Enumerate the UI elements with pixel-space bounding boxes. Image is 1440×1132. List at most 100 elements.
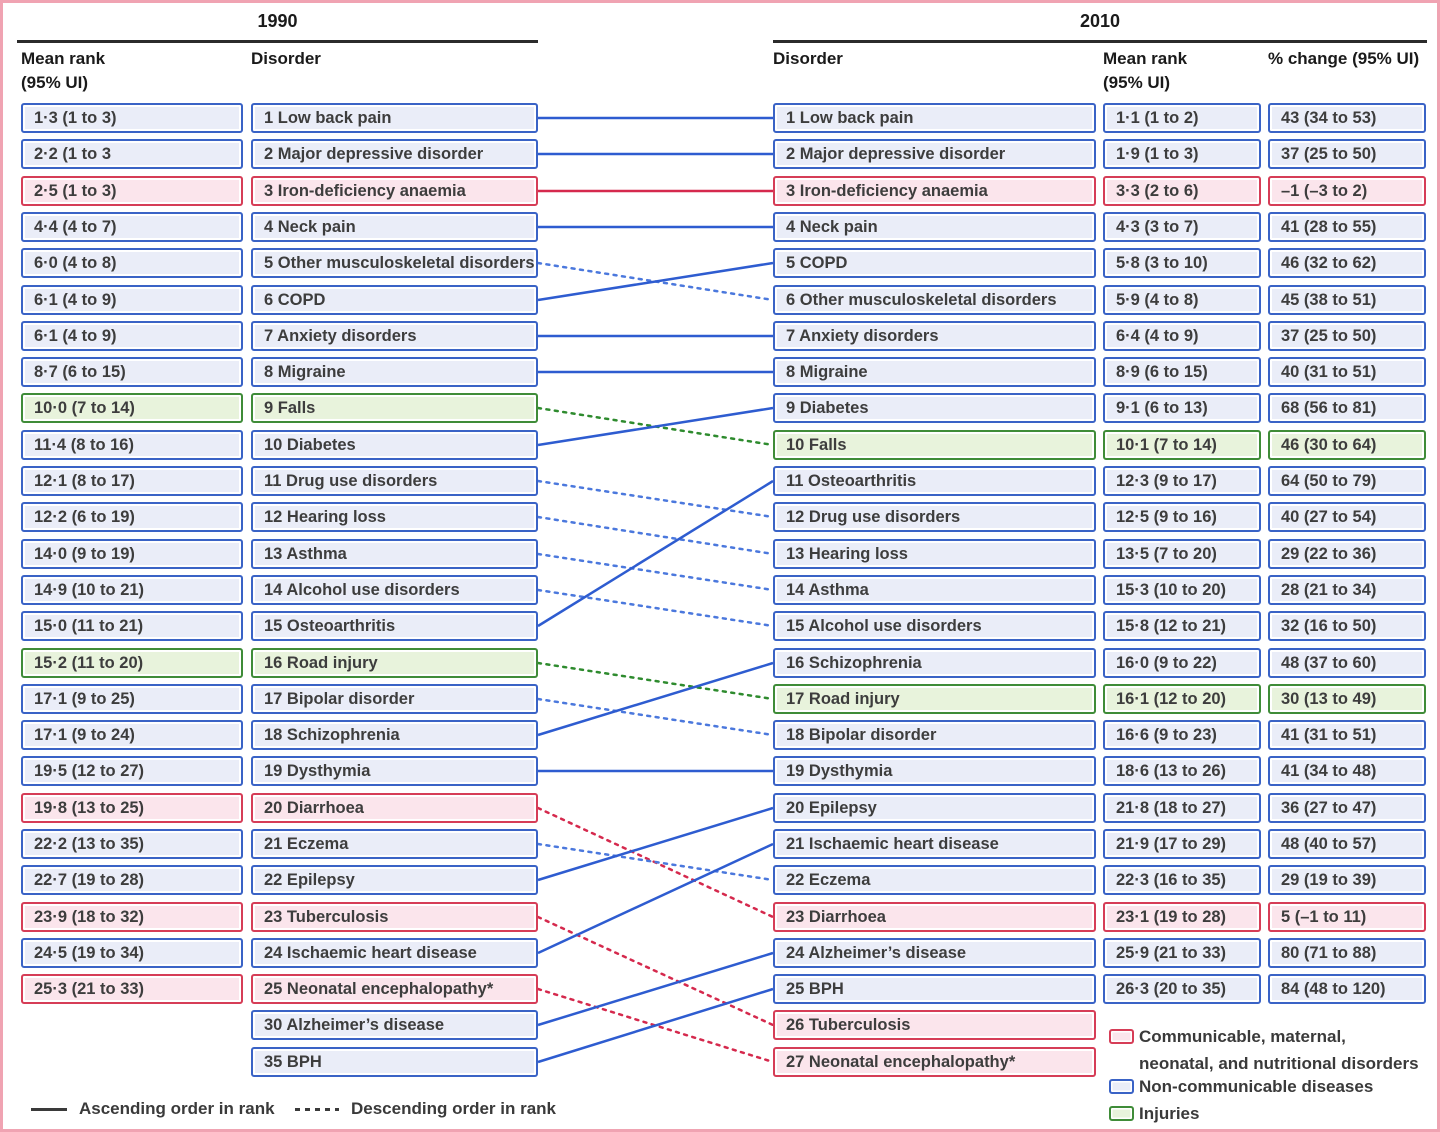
mean-rank-box-2010: 5·8 (3 to 10)	[1103, 248, 1261, 278]
rank-link-21-to-22	[536, 842, 775, 882]
line-legend-descending: Descending order in rank	[295, 1099, 556, 1119]
pct-change-box-2010: 68 (56 to 81)	[1268, 393, 1426, 423]
pct-change-box-2010: 29 (22 to 36)	[1268, 539, 1426, 569]
mean-rank-box-2010: 6·4 (4 to 9)	[1103, 321, 1261, 351]
disorder-box-2010: 1 Low back pain	[773, 103, 1096, 133]
pct-change-box-2010: 46 (30 to 64)	[1268, 430, 1426, 460]
disorder-box-1990: 11 Drug use disorders	[251, 466, 538, 496]
mean-rank-box-2010: 4·3 (3 to 7)	[1103, 212, 1261, 242]
disorder-box-2010: 8 Migraine	[773, 357, 1096, 387]
disorder-box-2010: 18 Bipolar disorder	[773, 720, 1096, 750]
mean-rank-box-2010: 16·0 (9 to 22)	[1103, 648, 1261, 678]
pct-change-box-2010: 48 (37 to 60)	[1268, 648, 1426, 678]
category-legend-label: Non-communicable diseases	[1139, 1077, 1374, 1096]
pct-change-box-2010: 30 (13 to 49)	[1268, 684, 1426, 714]
rank-link-11-to-12	[536, 479, 775, 519]
disorder-box-1990: 10 Diabetes	[251, 430, 538, 460]
mean-rank-box-1990: 22·2 (13 to 35)	[21, 829, 243, 859]
disorder-box-1990: 17 Bipolar disorder	[251, 684, 538, 714]
pct-change-box-2010: 40 (27 to 54)	[1268, 502, 1426, 532]
mean-rank-box-1990: 10·0 (7 to 14)	[21, 393, 243, 423]
mean-rank-box-2010: 15·3 (10 to 20)	[1103, 575, 1261, 605]
rank-link-26-to-24	[537, 951, 774, 1027]
mean-rank-box-1990: 2·2 (1 to 3	[21, 139, 243, 169]
mean-rank-box-1990: 15·0 (11 to 21)	[21, 611, 243, 641]
descending-line-icon	[295, 1107, 339, 1111]
mean-rank-box-2010: 25·9 (21 to 33)	[1103, 938, 1261, 968]
disorder-box-2010: 16 Schizophrenia	[773, 648, 1096, 678]
rank-link-12-to-13	[536, 515, 775, 556]
pct-change-box-2010: 40 (31 to 51)	[1268, 357, 1426, 387]
disorder-box-1990: 7 Anxiety disorders	[251, 321, 538, 351]
mean-rank-box-1990: 11·4 (8 to 16)	[21, 430, 243, 460]
disorder-box-1990: 13 Asthma	[251, 539, 538, 569]
pct-change-box-2010: 41 (34 to 48)	[1268, 756, 1426, 786]
disorder-box-2010: 20 Epilepsy	[773, 793, 1096, 823]
mean-rank-box-2010: 23·1 (19 to 28)	[1103, 902, 1261, 932]
rank-link-27-to-25	[537, 987, 774, 1064]
mean-rank-box-1990: 6·0 (4 to 8)	[21, 248, 243, 278]
disorder-box-1990: 4 Neck pain	[251, 212, 538, 242]
mean-rank-box-1990: 14·9 (10 to 21)	[21, 575, 243, 605]
col-header-mean-rank-1990: Mean rank	[21, 49, 106, 68]
rank-link-25-to-27	[536, 987, 775, 1064]
pct-change-box-2010: 36 (27 to 47)	[1268, 793, 1426, 823]
disorder-box-2010: 5 COPD	[773, 248, 1096, 278]
mean-rank-box-1990: 25·3 (21 to 33)	[21, 974, 243, 1004]
pct-change-box-2010: 48 (40 to 57)	[1268, 829, 1426, 859]
disorder-box-2010: 6 Other musculoskeletal disorders	[773, 285, 1096, 315]
pct-change-box-2010: 64 (50 to 79)	[1268, 466, 1426, 496]
mean-rank-box-2010: 12·5 (9 to 16)	[1103, 502, 1261, 532]
mean-rank-box-1990: 4·4 (4 to 7)	[21, 212, 243, 242]
mean-rank-box-2010: 8·9 (6 to 15)	[1103, 357, 1261, 387]
category-legend-label: Communicable, maternal, neonatal, and nut…	[1139, 1027, 1419, 1073]
mean-rank-box-2010: 18·6 (13 to 26)	[1103, 756, 1261, 786]
disorder-box-1990: 8 Migraine	[251, 357, 538, 387]
disorder-box-2010: 2 Major depressive disorder	[773, 139, 1096, 169]
year-2010-label: 2010	[1079, 11, 1121, 31]
mean-rank-box-1990: 24·5 (19 to 34)	[21, 938, 243, 968]
rank-link-15-to-11	[537, 479, 774, 628]
pct-change-box-2010: 37 (25 to 50)	[1268, 321, 1426, 351]
col-header-ui-1990: (95% UI)	[21, 73, 89, 92]
mean-rank-box-1990: 1·3 (1 to 3)	[21, 103, 243, 133]
ascending-legend-label: Ascending order in rank	[79, 1099, 275, 1118]
mean-rank-box-2010: 26·3 (20 to 35)	[1103, 974, 1261, 1004]
pct-change-box-2010: –1 (–3 to 2)	[1268, 176, 1426, 206]
disorder-box-1990: 6 COPD	[251, 285, 538, 315]
rank-link-24-to-21	[537, 842, 774, 955]
mean-rank-box-2010: 3·3 (2 to 6)	[1103, 176, 1261, 206]
mean-rank-box-2010: 22·3 (16 to 35)	[1103, 865, 1261, 895]
pct-change-box-2010: 29 (19 to 39)	[1268, 865, 1426, 895]
pct-change-box-2010: 46 (32 to 62)	[1268, 248, 1426, 278]
pct-change-box-2010: 80 (71 to 88)	[1268, 938, 1426, 968]
disorder-box-1990: 24 Ischaemic heart disease	[251, 938, 538, 968]
rank-link-14-to-15	[536, 588, 775, 628]
pct-change-box-2010: 84 (48 to 120)	[1268, 974, 1426, 1004]
line-legend-ascending: Ascending order in rank	[31, 1099, 275, 1119]
rank-link-16-to-17	[536, 661, 775, 701]
rank-link-9-to-10	[536, 406, 775, 447]
rank-link-23-to-26	[536, 915, 775, 1027]
disorder-box-1990: 9 Falls	[251, 393, 538, 423]
col-header-ui-2010: (95% UI)	[1103, 73, 1171, 92]
rank-link-22-to-20	[537, 806, 774, 882]
disorder-box-1990: 25 Neonatal encephalopathy*	[251, 974, 538, 1004]
mean-rank-box-1990: 15·2 (11 to 20)	[21, 648, 243, 678]
disorder-box-1990: 5 Other musculoskeletal disorders	[251, 248, 538, 278]
mean-rank-box-1990: 17·1 (9 to 24)	[21, 720, 243, 750]
disorder-box-1990: 12 Hearing loss	[251, 502, 538, 532]
ncd-chip-icon	[1109, 1079, 1134, 1094]
disorder-box-1990: 23 Tuberculosis	[251, 902, 538, 932]
col-header-disorder-2010: Disorder	[773, 49, 843, 68]
rank-link-5-to-6	[536, 261, 775, 302]
mean-rank-box-2010: 21·9 (17 to 29)	[1103, 829, 1261, 859]
disorder-box-2010: 13 Hearing loss	[773, 539, 1096, 569]
disorder-box-1990: 18 Schizophrenia	[251, 720, 538, 750]
pct-change-box-2010: 41 (31 to 51)	[1268, 720, 1426, 750]
disorder-box-2010: 15 Alcohol use disorders	[773, 611, 1096, 641]
disorder-box-2010: 14 Asthma	[773, 575, 1096, 605]
pct-change-box-2010: 43 (34 to 53)	[1268, 103, 1426, 133]
mean-rank-box-1990: 19·8 (13 to 25)	[21, 793, 243, 823]
disorder-box-2010: 21 Ischaemic heart disease	[773, 829, 1096, 859]
